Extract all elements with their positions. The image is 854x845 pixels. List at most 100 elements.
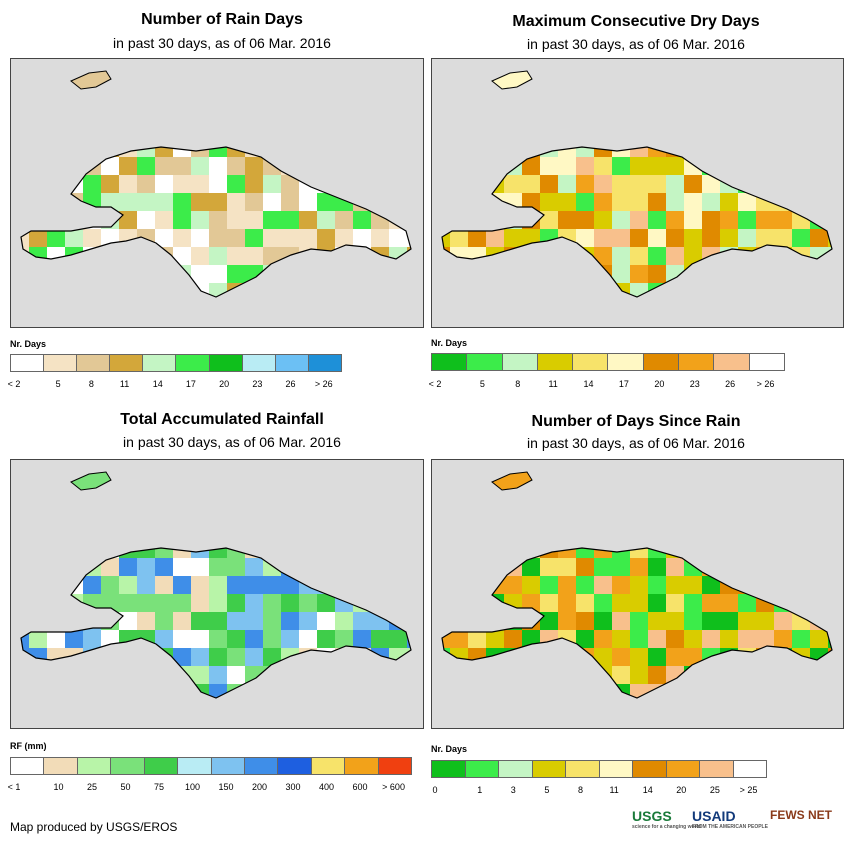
map-cell	[353, 265, 371, 283]
legend-label: > 26	[756, 379, 775, 389]
map-cell	[612, 648, 630, 666]
map-cell	[119, 702, 137, 720]
map-cell	[371, 594, 389, 612]
map-cell	[299, 211, 317, 229]
panel3-legend-title: RF (mm)	[10, 741, 47, 751]
map-cell	[299, 558, 317, 576]
map-cell	[83, 612, 101, 630]
map-cell	[21, 558, 29, 576]
map-cell	[558, 147, 576, 157]
map-cell	[137, 175, 155, 193]
map-cell	[299, 612, 317, 630]
map-cell	[648, 301, 666, 319]
map-cell	[810, 594, 828, 612]
map-cell	[594, 175, 612, 193]
map-cell	[648, 576, 666, 594]
map-cell	[353, 548, 371, 558]
map-cell	[335, 576, 353, 594]
map-cell	[245, 193, 263, 211]
map-cell	[504, 175, 522, 193]
map-cell	[101, 157, 119, 175]
map-cell	[702, 612, 720, 630]
map-cell	[119, 630, 137, 648]
map-cell	[540, 283, 558, 297]
map-cell	[263, 175, 281, 193]
map-cell	[227, 558, 245, 576]
map-cell	[468, 229, 486, 247]
legend-label: 8	[578, 785, 584, 795]
map-cell	[353, 648, 371, 666]
map-cell	[828, 666, 832, 684]
map-cell	[442, 612, 450, 630]
map-cell	[47, 558, 65, 576]
map-cell	[209, 211, 227, 229]
map-cell	[191, 301, 209, 319]
panel3-legend-bar	[10, 757, 412, 775]
map-cell	[317, 283, 335, 297]
map-cell	[407, 175, 411, 193]
map-cell	[504, 193, 522, 211]
map-cell	[101, 594, 119, 612]
map-cell	[317, 301, 335, 319]
map-cell	[612, 301, 630, 319]
map-cell	[684, 548, 702, 558]
legend-swatch	[44, 355, 78, 371]
map-cell	[47, 548, 65, 558]
map-cell	[666, 548, 684, 558]
map-cell	[101, 702, 119, 720]
map-cell	[47, 193, 65, 211]
map-cell	[684, 630, 702, 648]
map-cell	[173, 157, 191, 175]
map-cell	[209, 193, 227, 211]
map-cell	[173, 211, 191, 229]
map-cell	[29, 612, 47, 630]
map-cell	[21, 684, 29, 698]
map-cell	[828, 301, 843, 319]
map-cell	[576, 193, 594, 211]
map-cell	[792, 666, 810, 684]
map-cell	[648, 630, 666, 648]
map-cell	[738, 229, 756, 247]
map-cell	[720, 193, 738, 211]
map-cell	[450, 576, 468, 594]
map-cell	[540, 211, 558, 229]
map-cell	[155, 548, 173, 558]
map-cell	[666, 211, 684, 229]
map-cell	[540, 594, 558, 612]
map-cell	[720, 612, 738, 630]
map-cell	[137, 265, 155, 283]
panel4-legend-labels: 0 1 3 5 8 11 14 20 25 > 25	[431, 785, 767, 797]
map-cell	[371, 548, 389, 558]
map-cell	[101, 229, 119, 247]
map-cell	[371, 157, 389, 175]
map-cell	[47, 247, 65, 265]
map-cell	[774, 211, 792, 229]
map-cell	[47, 301, 65, 319]
map-cell	[594, 684, 612, 698]
map-cell	[83, 630, 101, 648]
map-cell	[191, 594, 209, 612]
map-cell	[281, 175, 299, 193]
map-cell	[227, 211, 245, 229]
map-cell	[335, 594, 353, 612]
legend-swatch	[532, 761, 566, 777]
panel4-map	[431, 459, 844, 729]
map-cell	[371, 229, 389, 247]
panel1-legend-title: Nr. Days	[10, 339, 47, 349]
map-cell	[371, 612, 389, 630]
map-cell	[594, 229, 612, 247]
legend-swatch	[378, 758, 412, 774]
map-cell	[756, 157, 774, 175]
map-cell	[317, 229, 335, 247]
map-cell	[810, 630, 828, 648]
map-cell	[576, 666, 594, 684]
map-cell	[29, 265, 47, 283]
map-cell	[630, 283, 648, 297]
legend-swatch	[242, 355, 276, 371]
map-cell	[792, 684, 810, 698]
map-cell	[281, 283, 299, 297]
map-cell	[263, 229, 281, 247]
map-cell	[245, 247, 263, 265]
map-cell	[371, 576, 389, 594]
map-cell	[792, 265, 810, 283]
